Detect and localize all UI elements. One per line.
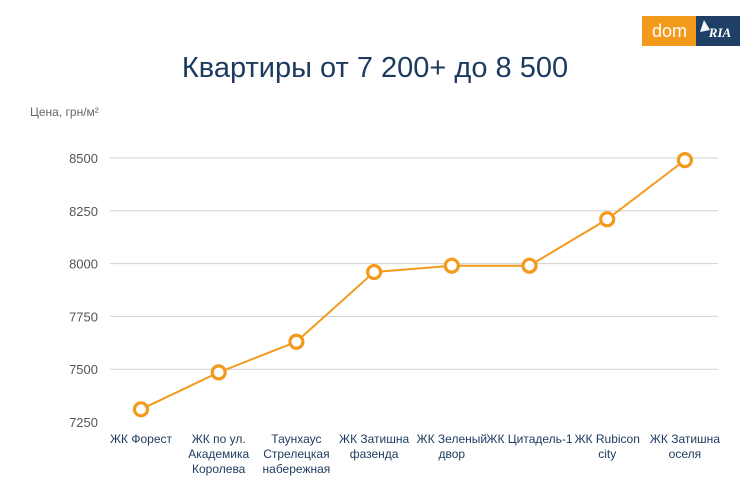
logo-dom-text: dom bbox=[642, 16, 697, 46]
data-point[interactable] bbox=[676, 152, 694, 169]
data-point[interactable] bbox=[599, 211, 616, 228]
y-tick-label: 7250 bbox=[69, 415, 98, 430]
data-point[interactable] bbox=[210, 364, 227, 381]
gridlines bbox=[110, 157, 718, 370]
y-tick-label: 7500 bbox=[69, 362, 98, 377]
x-tick-label: ЖК Rubicon city bbox=[574, 432, 639, 461]
logo-ria-triangle-icon bbox=[700, 20, 711, 32]
y-tick-label: 7750 bbox=[69, 309, 98, 324]
x-tick-labels: ЖК Форест ЖК по ул. Академика Королева Таунх… bbox=[110, 432, 720, 476]
x-tick-label: ЖК Затишна фазенда bbox=[339, 432, 410, 461]
data-point[interactable] bbox=[521, 257, 538, 274]
y-tick-labels: 7250 7500 7750 8000 8250 8500 bbox=[69, 151, 98, 430]
x-tick-label: ЖК по ул. Академика Королева bbox=[188, 432, 249, 476]
data-point[interactable] bbox=[288, 333, 305, 350]
logo-ria-text: RIA bbox=[708, 25, 732, 40]
x-tick-label: Таунхаус Стрелецкая набережная bbox=[263, 432, 331, 476]
logo-ria-block: RIA bbox=[696, 16, 741, 46]
y-tick-label: 8250 bbox=[69, 204, 98, 219]
x-tick-label: ЖК Форест bbox=[110, 432, 173, 446]
y-tick-label: 8500 bbox=[69, 151, 98, 166]
data-point[interactable] bbox=[443, 257, 460, 274]
series-line bbox=[140, 159, 686, 411]
logo-ria-mark: RIA bbox=[700, 20, 732, 40]
y-axis-label: Цена, грн/м² bbox=[30, 105, 99, 119]
x-tick-label: ЖК Зеленый двор bbox=[417, 432, 488, 461]
domria-logo[interactable]: dom RIA bbox=[642, 16, 741, 46]
x-tick-label: ЖК Затишна оселя bbox=[650, 432, 721, 461]
data-point[interactable] bbox=[366, 263, 383, 281]
chart-title: Квартиры от 7 200+ до 8 500 bbox=[181, 52, 569, 84]
series-group bbox=[132, 152, 694, 418]
y-tick-label: 8000 bbox=[69, 257, 98, 272]
x-tick-label: ЖК Цитадель-1 bbox=[486, 432, 573, 446]
data-point[interactable] bbox=[132, 401, 150, 418]
